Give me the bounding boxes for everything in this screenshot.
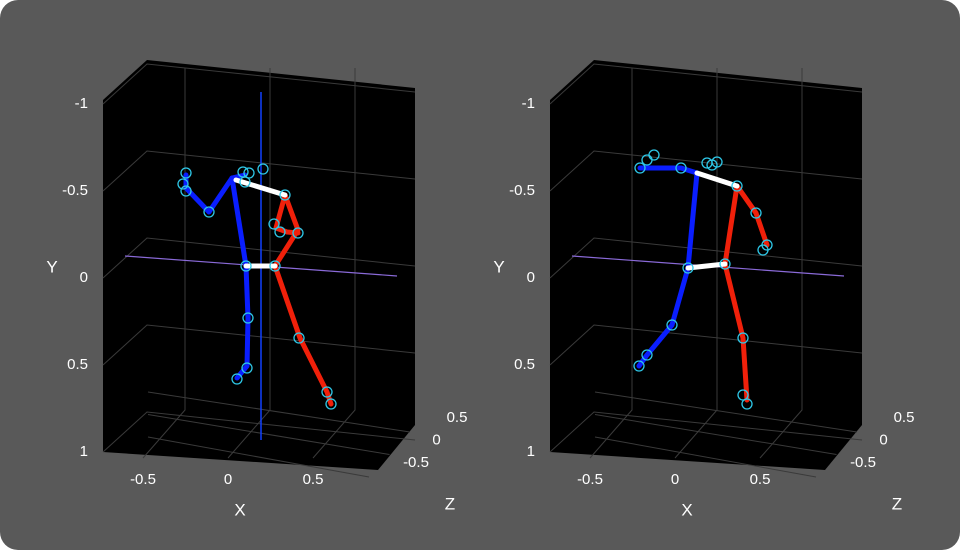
x-tick-label: 0 [671, 471, 679, 488]
z-axis-label: Z [892, 494, 902, 513]
skeleton [177, 163, 337, 410]
y-axis-label: Y [46, 257, 57, 276]
y-tick-label: -0.5 [509, 182, 535, 199]
x-tick-label: 0.5 [750, 471, 771, 488]
y-axis-label: Y [493, 257, 504, 276]
x-tick-label: 0 [224, 471, 232, 488]
skeleton [633, 149, 773, 410]
y-tick-label: 0 [80, 269, 88, 286]
z-tick-label: 0.5 [894, 409, 915, 426]
grid-line [102, 150, 416, 192]
grid-line [102, 324, 416, 366]
z-axis-label: Z [445, 494, 455, 513]
z-tick-label: -0.5 [403, 454, 429, 471]
y-tick-label: 0 [527, 269, 535, 286]
grid-line [549, 63, 863, 105]
grid-line [312, 68, 356, 459]
grid-line [549, 324, 863, 366]
y-tick-label: -0.5 [62, 182, 88, 199]
grid-line [594, 391, 858, 433]
grid-line [549, 150, 863, 192]
grid-line [102, 411, 416, 453]
y-tick-label: -1 [522, 95, 535, 112]
grid-line [759, 68, 803, 459]
grid-line [102, 237, 416, 279]
z-tick-label: 0 [879, 431, 887, 448]
grid-line [594, 436, 817, 478]
x-axis-label: X [681, 500, 692, 519]
y-tick-label: 0.5 [67, 356, 88, 373]
x-tick-label: -0.5 [130, 471, 156, 488]
grid-line [227, 68, 271, 459]
z-tick-label: 0.5 [447, 409, 468, 426]
grid-line [549, 237, 863, 279]
z-tick-label: -0.5 [850, 454, 876, 471]
grid-line [589, 68, 633, 459]
grid-line [102, 63, 416, 105]
y-tick-label: 0.5 [514, 356, 535, 373]
y-tick-label: 1 [527, 443, 535, 460]
y-tick-label: 1 [80, 443, 88, 460]
grid-line [549, 411, 863, 453]
x-tick-label: 0.5 [303, 471, 324, 488]
grid-line [147, 436, 370, 478]
x-axis-label: X [234, 500, 245, 519]
grid-line [594, 414, 837, 455]
z-tick-label: 0 [432, 431, 440, 448]
x-tick-label: -0.5 [577, 471, 603, 488]
y-tick-label: -1 [75, 95, 88, 112]
grid-line [147, 391, 411, 433]
grid-line [147, 414, 390, 455]
